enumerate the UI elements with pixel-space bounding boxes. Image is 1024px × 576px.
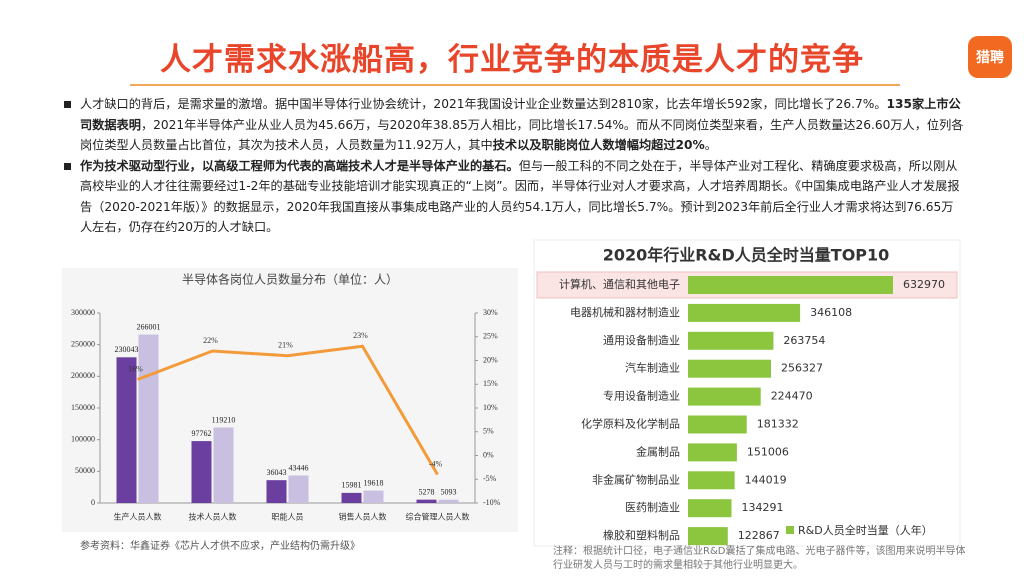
bar <box>138 334 159 503</box>
x-tick-label: 职能人员 <box>272 512 304 522</box>
bar-label: 119210 <box>212 415 236 424</box>
bar <box>688 443 737 462</box>
text-run: 人才缺口的背后，是需求量的激增。据中国半导体行业协会统计，2021年我国设计业企… <box>80 97 887 111</box>
bar <box>438 499 459 503</box>
bar-label: 151006 <box>747 445 789 458</box>
bar-label: 97762 <box>192 429 212 438</box>
text-run: 但与一般工科的不同之处在于，半导体产业对工程化、精确度要求极高，所以刚从高校毕业… <box>80 158 960 235</box>
bar <box>213 427 234 503</box>
text-run: 。 <box>704 138 717 152</box>
y-tick-label: 50000 <box>75 466 95 475</box>
bar-label: 19618 <box>364 478 384 487</box>
y2-tick-label: 25% <box>483 332 498 341</box>
chart-title: 2020年行业R&D人员全时当量TOP10 <box>603 246 890 265</box>
bar <box>688 471 735 490</box>
text-run: ，2021年半导体产业从业人员为45.66万，与2020年38.85万人相比，同… <box>80 117 964 153</box>
y-tick-label: 150000 <box>71 403 95 412</box>
bar-label: 134291 <box>741 501 783 514</box>
bar <box>688 331 774 350</box>
bar-label: 5278 <box>419 487 435 496</box>
title-rule <box>130 84 900 86</box>
line-label: -4% <box>429 459 443 468</box>
y2-tick-label: 10% <box>483 403 498 412</box>
y-tick-label: 0 <box>91 498 95 507</box>
bar-label: 122867 <box>738 529 780 542</box>
bar <box>688 499 732 518</box>
bar-label: 181332 <box>757 418 799 431</box>
legend-label: R&D人员全时当量（人年） <box>798 523 933 537</box>
bar-label: 256327 <box>781 362 823 375</box>
line-label: 16% <box>128 364 143 373</box>
bar-label: 346108 <box>810 306 852 319</box>
bar <box>341 492 362 503</box>
y2-tick-label: 20% <box>483 355 498 364</box>
bar-label: 263754 <box>783 334 825 347</box>
x-tick-label: 综合管理人员人数 <box>406 512 470 522</box>
logo: 猎聘 <box>968 36 1012 78</box>
bar <box>688 415 747 434</box>
bar-label: 266001 <box>137 322 161 331</box>
bullet-paragraph: 人才缺口的背后，是需求量的激增。据中国半导体行业协会统计，2021年我国设计业企… <box>64 94 964 156</box>
text-run: 135家上市公司数据表明 <box>80 97 961 132</box>
y-tick-label: 300000 <box>71 308 95 317</box>
bar <box>688 527 728 546</box>
y2-tick-label: 15% <box>483 379 498 388</box>
slide-title: 人才需求水涨船高，行业竞争的本质是人才的竞争 <box>160 42 864 78</box>
legend-swatch <box>786 526 794 534</box>
y2-tick-label: -10% <box>483 498 501 507</box>
bar <box>266 480 287 503</box>
bar-label: 15981 <box>342 481 362 490</box>
bar <box>688 387 761 406</box>
category-label: 医药制造业 <box>625 500 680 514</box>
line-label: 21% <box>278 341 293 350</box>
category-label: 化学原料及化学制品 <box>581 417 680 431</box>
y-tick-label: 100000 <box>71 434 95 443</box>
chart-title: 半导体各岗位人员数量分布（单位：人） <box>182 272 398 287</box>
line <box>136 344 439 476</box>
bar-label: 5093 <box>441 488 457 497</box>
y-tick-label: 250000 <box>71 339 95 348</box>
bar <box>416 499 437 503</box>
text-run: 作为技术驱动型行业，以高级工程师为代表的高端技术人才是半导体产业的基石。 <box>80 158 519 173</box>
bar <box>688 303 801 322</box>
bar-label: 43446 <box>289 463 309 472</box>
category-label: 汽车制造业 <box>625 361 680 375</box>
category-label: 金属制品 <box>636 444 680 458</box>
text-run: 技术以及职能岗位人数增幅均超过20% <box>492 138 705 152</box>
bar-label: 224470 <box>771 390 813 403</box>
x-tick-label: 生产人员人数 <box>114 512 162 522</box>
category-label: 电器机械和器材制造业 <box>570 305 680 319</box>
bullet-paragraph: 作为技术驱动型行业，以高级工程师为代表的高端技术人才是半导体产业的基石。但与一般… <box>64 156 964 238</box>
bar <box>688 276 893 294</box>
bar <box>191 441 212 503</box>
paragraphs: 人才缺口的背后，是需求量的激增。据中国半导体行业协会统计，2021年我国设计业企… <box>64 94 964 238</box>
line-label: 22% <box>203 336 218 345</box>
bar-label: 144019 <box>745 473 787 486</box>
note: 注释：根据统计口径，电子通信业R&D囊括了集成电路、光电子器件等，该图用来说明半… <box>553 546 966 571</box>
y2-tick-label: 5% <box>483 427 494 436</box>
line-label: 23% <box>353 331 368 340</box>
category-label: 计算机、通信和其他电子 <box>559 277 680 291</box>
y-tick-label: 200000 <box>71 371 95 380</box>
y2-tick-label: 0% <box>483 450 494 459</box>
category-label: 非金属矿物制品业 <box>592 472 680 486</box>
y2-tick-label: 30% <box>483 308 498 317</box>
category-label: 专用设备制造业 <box>603 389 680 403</box>
bar-label: 230043 <box>115 345 139 354</box>
bar <box>288 475 309 503</box>
x-tick-label: 销售人员人数 <box>339 512 387 522</box>
bar <box>116 357 137 503</box>
bar-label: 36043 <box>267 468 287 477</box>
bar <box>688 359 772 378</box>
category-label: 通用设备制造业 <box>603 333 680 347</box>
x-tick-label: 技术人员人数 <box>189 512 237 522</box>
bar-label: 632970 <box>903 278 945 291</box>
y2-tick-label: -5% <box>483 474 497 483</box>
source: 参考资料：华鑫证券《芯片人才供不应求，产业结构仍需升级》 <box>80 541 360 552</box>
category-label: 橡胶和塑料制品 <box>603 528 680 542</box>
bar <box>363 490 384 503</box>
